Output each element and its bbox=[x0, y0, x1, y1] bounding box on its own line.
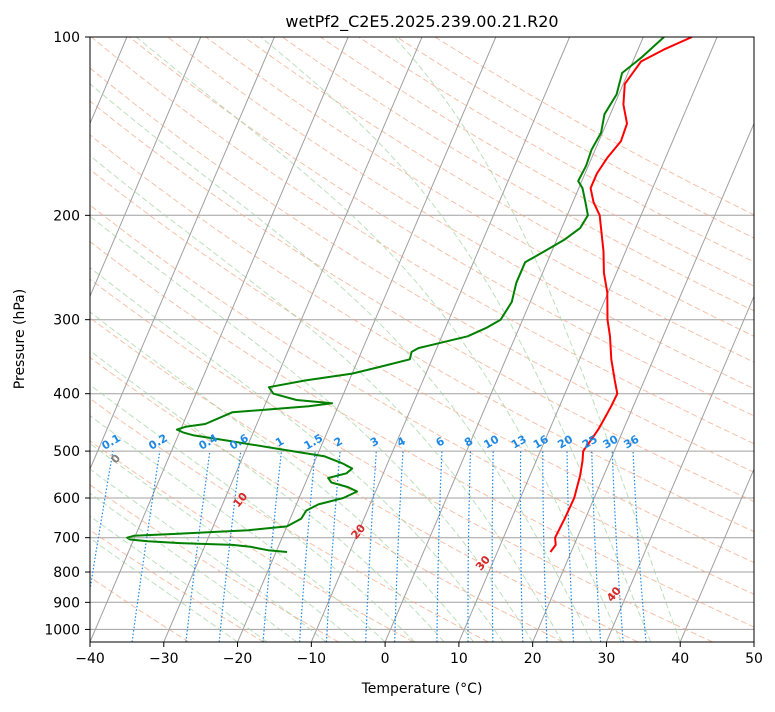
mixing-ratio-line bbox=[325, 451, 341, 642]
y-tick-label: 400 bbox=[53, 387, 80, 403]
mixing-ratio-line bbox=[566, 451, 575, 642]
mixing-ratio-line bbox=[262, 451, 283, 642]
moist-adiabat-line bbox=[90, 311, 474, 642]
x-tick-label: 40 bbox=[671, 651, 689, 667]
isotherm-line bbox=[310, 37, 571, 642]
mixing-ratio-line bbox=[632, 451, 647, 642]
y-tick-label: 700 bbox=[53, 531, 80, 547]
sounding-profiles bbox=[126, 37, 693, 553]
y-tick-label: 300 bbox=[53, 313, 80, 329]
y-tick-label: 500 bbox=[53, 444, 80, 460]
mixing-ratio-line bbox=[467, 451, 472, 642]
mixing-ratio-line bbox=[519, 451, 524, 642]
isotherm-line bbox=[90, 37, 349, 642]
x-tick-label: −40 bbox=[75, 651, 105, 667]
y-tick-label: 600 bbox=[53, 491, 80, 507]
plot-frame bbox=[89, 36, 755, 643]
x-tick-label: 20 bbox=[524, 651, 542, 667]
x-tick-label: 30 bbox=[598, 651, 616, 667]
dry-adiabat-line bbox=[320, 37, 754, 287]
dry-adiabat-line bbox=[129, 37, 754, 417]
isotherm-line bbox=[384, 37, 644, 642]
mixing-ratio-line bbox=[491, 451, 494, 642]
x-tick-label: 10 bbox=[450, 651, 468, 667]
mixing-ratio-line bbox=[365, 451, 377, 642]
temperature-profile-line bbox=[549, 37, 693, 553]
dry-adiabat-line bbox=[281, 37, 754, 312]
dry-adiabat-line bbox=[90, 356, 564, 642]
mixing-ratio-line bbox=[542, 451, 548, 642]
isotherm-line bbox=[90, 37, 202, 298]
moist-adiabat-line bbox=[90, 155, 563, 642]
y-tick-label: 1000 bbox=[44, 622, 80, 638]
x-tick-label: 50 bbox=[745, 651, 763, 667]
isotherm-line bbox=[605, 295, 754, 642]
moist-adiabat-line bbox=[90, 515, 268, 642]
moist-adiabat-line bbox=[90, 415, 386, 642]
y-tick-label: 800 bbox=[53, 565, 80, 581]
x-tick-label: −20 bbox=[223, 651, 253, 667]
dry-adiabat-line bbox=[90, 204, 754, 595]
mixing-ratio-lines bbox=[90, 450, 647, 642]
moist-adiabat-line bbox=[90, 215, 534, 642]
y-tick-label: 900 bbox=[53, 595, 80, 611]
dry-adiabat-line bbox=[90, 317, 639, 642]
dry-adiabat-line bbox=[90, 134, 754, 533]
dry-adiabat-line bbox=[90, 397, 489, 642]
isotherm-line bbox=[90, 37, 275, 471]
moist-adiabat-line bbox=[90, 537, 238, 642]
mixing-ratio-line bbox=[299, 451, 316, 642]
mixing-ratio-line bbox=[394, 451, 404, 642]
x-tick-label: 0 bbox=[381, 651, 390, 667]
mixing-ratio-line bbox=[591, 451, 602, 642]
mixing-ratio-line bbox=[436, 451, 443, 642]
dry-adiabat-line bbox=[243, 37, 754, 337]
moist-adiabat-line bbox=[90, 468, 327, 642]
isotherm-line bbox=[679, 467, 754, 642]
y-axis-label: Pressure (hPa) bbox=[12, 289, 28, 389]
isotherm-line bbox=[458, 37, 718, 642]
plot-area: 0.10.20.40.611.52346810131620253036-100-… bbox=[90, 37, 754, 642]
chart-title: wetPf2_C2E5.2025.239.00.21.R20 bbox=[285, 12, 558, 32]
y-axis: 100 200 300 400 500 600 700 800 900 1000 bbox=[44, 30, 90, 638]
x-axis: −40 −30 −20 −10 0 10 20 30 40 50 bbox=[75, 642, 763, 667]
mixing-ratio-line bbox=[611, 451, 624, 642]
y-tick-label: 100 bbox=[53, 30, 80, 46]
isobar-grid bbox=[90, 37, 754, 630]
moist-adiabat-line bbox=[90, 83, 593, 642]
dry-adiabat-line bbox=[90, 576, 190, 642]
moist-adiabat-line bbox=[260, 37, 652, 642]
dry-adiabat-line bbox=[90, 67, 754, 473]
dry-adiabat-line bbox=[90, 168, 754, 564]
moist-adiabat-line bbox=[135, 37, 622, 642]
moist-adiabat-line bbox=[90, 350, 445, 642]
isotherm-line bbox=[237, 37, 497, 642]
isotherm-line bbox=[163, 37, 423, 642]
isotherm-grid bbox=[90, 37, 754, 642]
dry-adiabat-line bbox=[205, 37, 754, 363]
x-tick-label: −10 bbox=[297, 651, 327, 667]
moist-adiabat-line bbox=[393, 37, 681, 642]
dry-adiabat-line bbox=[90, 241, 754, 628]
moist-adiabats bbox=[90, 37, 681, 642]
x-axis-label: Temperature (°C) bbox=[361, 681, 483, 697]
y-tick-label: 200 bbox=[53, 208, 80, 224]
moist-adiabat-line bbox=[90, 442, 356, 642]
x-tick-label: −30 bbox=[149, 651, 179, 667]
mixing-ratio-line bbox=[218, 451, 242, 642]
isotherm-line bbox=[532, 122, 754, 642]
dewpoint-profile-line bbox=[126, 37, 665, 553]
